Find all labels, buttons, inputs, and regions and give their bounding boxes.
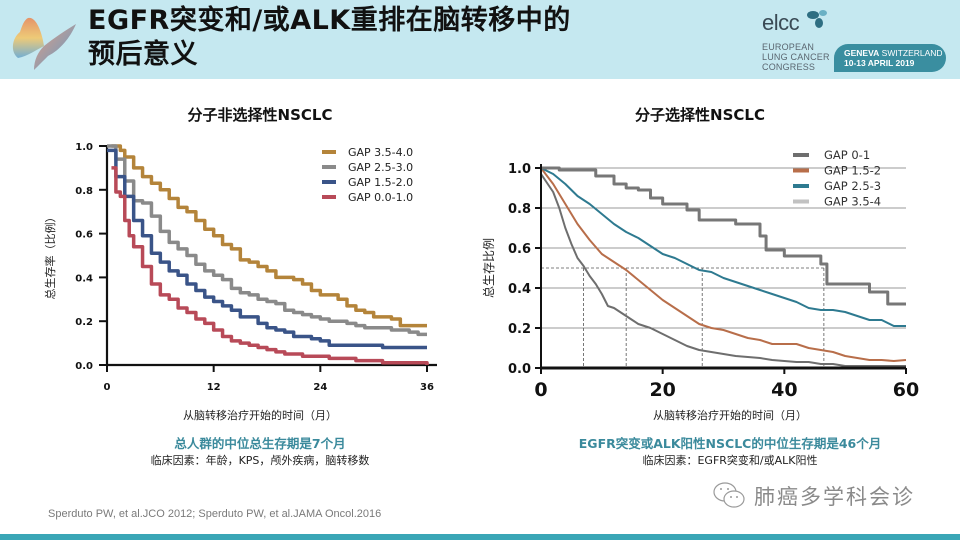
right-y-axis-label: 总生存比例 — [482, 238, 496, 298]
right-y-tick-label: 0.0 — [508, 362, 531, 377]
left-caption: 从脑转移治疗开始的时间（月） 总人群的中位总生存期是7个月 临床因素：年龄，KP… — [80, 407, 440, 468]
left-km-chart: 总生存率（比例） 0.0 0.2 0.4 0.6 0.8 1.0 0 12 24 36 GAP 3.5… — [43, 142, 437, 393]
right-y-tick-label: 1.0 — [508, 162, 531, 177]
right-y-tick-label: 0.4 — [508, 282, 531, 297]
congress-line3: CONGRESS — [762, 62, 816, 72]
right-legend-label: GAP 0-1 — [824, 148, 870, 162]
page-title: EGFR突变和/或ALK重排在脑转移中的 预后意义 — [88, 4, 688, 72]
congress-line2: LUNG CANCER — [762, 52, 830, 62]
congress-city: GENEVA — [844, 48, 880, 58]
left-chart-title: 分子非选择性NSCLC — [187, 106, 333, 124]
left-x-tick-label: 0 — [104, 382, 111, 393]
right-clinical-factors: 临床因素：EGFR突变和/或ALK阳性 — [642, 454, 818, 467]
right-legend-label: GAP 3.5-4 — [824, 195, 881, 209]
left-series-line — [111, 166, 429, 365]
butterfly-logo-icon — [12, 17, 76, 70]
left-x-tick-label: 36 — [420, 382, 434, 393]
right-series-line — [540, 167, 906, 327]
congress-logo: elcc EUROPEAN LUNG CANCER CONGRESS GENEV… — [752, 6, 952, 76]
right-series-line — [540, 173, 906, 367]
left-series-line — [107, 148, 427, 350]
congress-logo-dots-icon — [807, 10, 827, 28]
right-caption: 从脑转移治疗开始的时间（月） EGFR突变或ALK阳性NSCLC的中位生存期是4… — [540, 407, 920, 468]
right-y-tick-label: 0.6 — [508, 242, 531, 257]
right-x-tick-label: 20 — [649, 379, 675, 401]
right-series-line — [540, 167, 907, 362]
right-y-tick-label: 0.8 — [508, 202, 531, 217]
right-x-tick-label: 60 — [893, 379, 919, 401]
congress-country: SWITZERLAND — [881, 48, 943, 58]
right-y-tick-label: 0.2 — [508, 322, 531, 337]
page-title-line2: 预后意义 — [88, 39, 198, 70]
left-y-tick-label: 0.0 — [75, 361, 93, 372]
right-x-axis-label: 从脑转移治疗开始的时间（月） — [653, 409, 807, 422]
right-series-line — [541, 166, 906, 306]
header-banner: EGFR突变和/或ALK重排在脑转移中的 预后意义 elcc EUROPEAN … — [0, 0, 960, 79]
left-y-tick-label: 0.8 — [75, 186, 93, 197]
watermark-text: 肺癌多学科会诊 — [754, 485, 915, 509]
right-km-chart: 总生存比例 0.0 0.2 0.4 0.6 0.8 1.0 0 20 40 60 GAP 0-1 GAP… — [482, 148, 919, 401]
right-legend-swatch — [793, 199, 809, 204]
right-chart-title: 分子选择性NSCLC — [635, 106, 765, 124]
left-legend-label: GAP 0.0-1.0 — [348, 191, 413, 204]
left-y-tick-label: 0.4 — [75, 273, 93, 284]
congress-subtitle: EUROPEAN LUNG CANCER CONGRESS — [762, 42, 830, 72]
right-legend-swatch — [793, 153, 809, 157]
left-series-line — [107, 144, 427, 337]
left-y-tick-label: 0.6 — [75, 230, 93, 241]
reference-citation: Sperduto PW, et al.JCO 2012; Sperduto PW… — [48, 508, 382, 520]
right-legend-label: GAP 2.5-3 — [824, 179, 881, 193]
right-x-tick-label: 0 — [534, 379, 547, 401]
left-x-axis-label: 从脑转移治疗开始的时间（月） — [183, 409, 337, 422]
congress-dates: 10-13 APRIL 2019 — [844, 58, 915, 68]
right-x-tick-label: 40 — [771, 379, 797, 401]
page-title-line1: EGFR突变和/或ALK重排在脑转移中的 — [88, 5, 571, 36]
left-x-tick-label: 12 — [207, 382, 221, 393]
left-legend-label: GAP 1.5-2.0 — [348, 176, 413, 189]
watermark: 肺癌多学科会诊 — [712, 478, 915, 514]
left-legend-label: GAP 2.5-3.0 — [348, 161, 413, 174]
wechat-icon — [713, 482, 745, 508]
left-clinical-factors: 临床因素：年龄，KPS，颅外疾病，脑转移数 — [150, 454, 370, 467]
right-legend-swatch — [793, 184, 809, 188]
congress-line1: EUROPEAN — [762, 42, 815, 52]
left-y-axis-label: 总生存率（比例） — [43, 212, 57, 300]
congress-name: elcc — [762, 10, 800, 35]
left-median-highlight: 总人群的中位总生存期是7个月 — [174, 436, 346, 451]
right-legend-swatch — [793, 168, 809, 173]
left-x-tick-label: 24 — [313, 382, 327, 393]
left-legend-label: GAP 3.5-4.0 — [348, 146, 413, 159]
left-series-line — [111, 144, 427, 328]
congress-location-badge: GENEVA SWITZERLAND 10-13 APRIL 2019 — [834, 44, 946, 72]
right-legend-label: GAP 1.5-2 — [824, 164, 881, 178]
left-y-tick-label: 0.2 — [75, 317, 93, 328]
left-y-tick-label: 1.0 — [75, 142, 93, 153]
right-median-highlight: EGFR突变或ALK阳性NSCLC的中位生存期是46个月 — [578, 436, 882, 451]
bottom-accent-bar — [0, 534, 960, 540]
